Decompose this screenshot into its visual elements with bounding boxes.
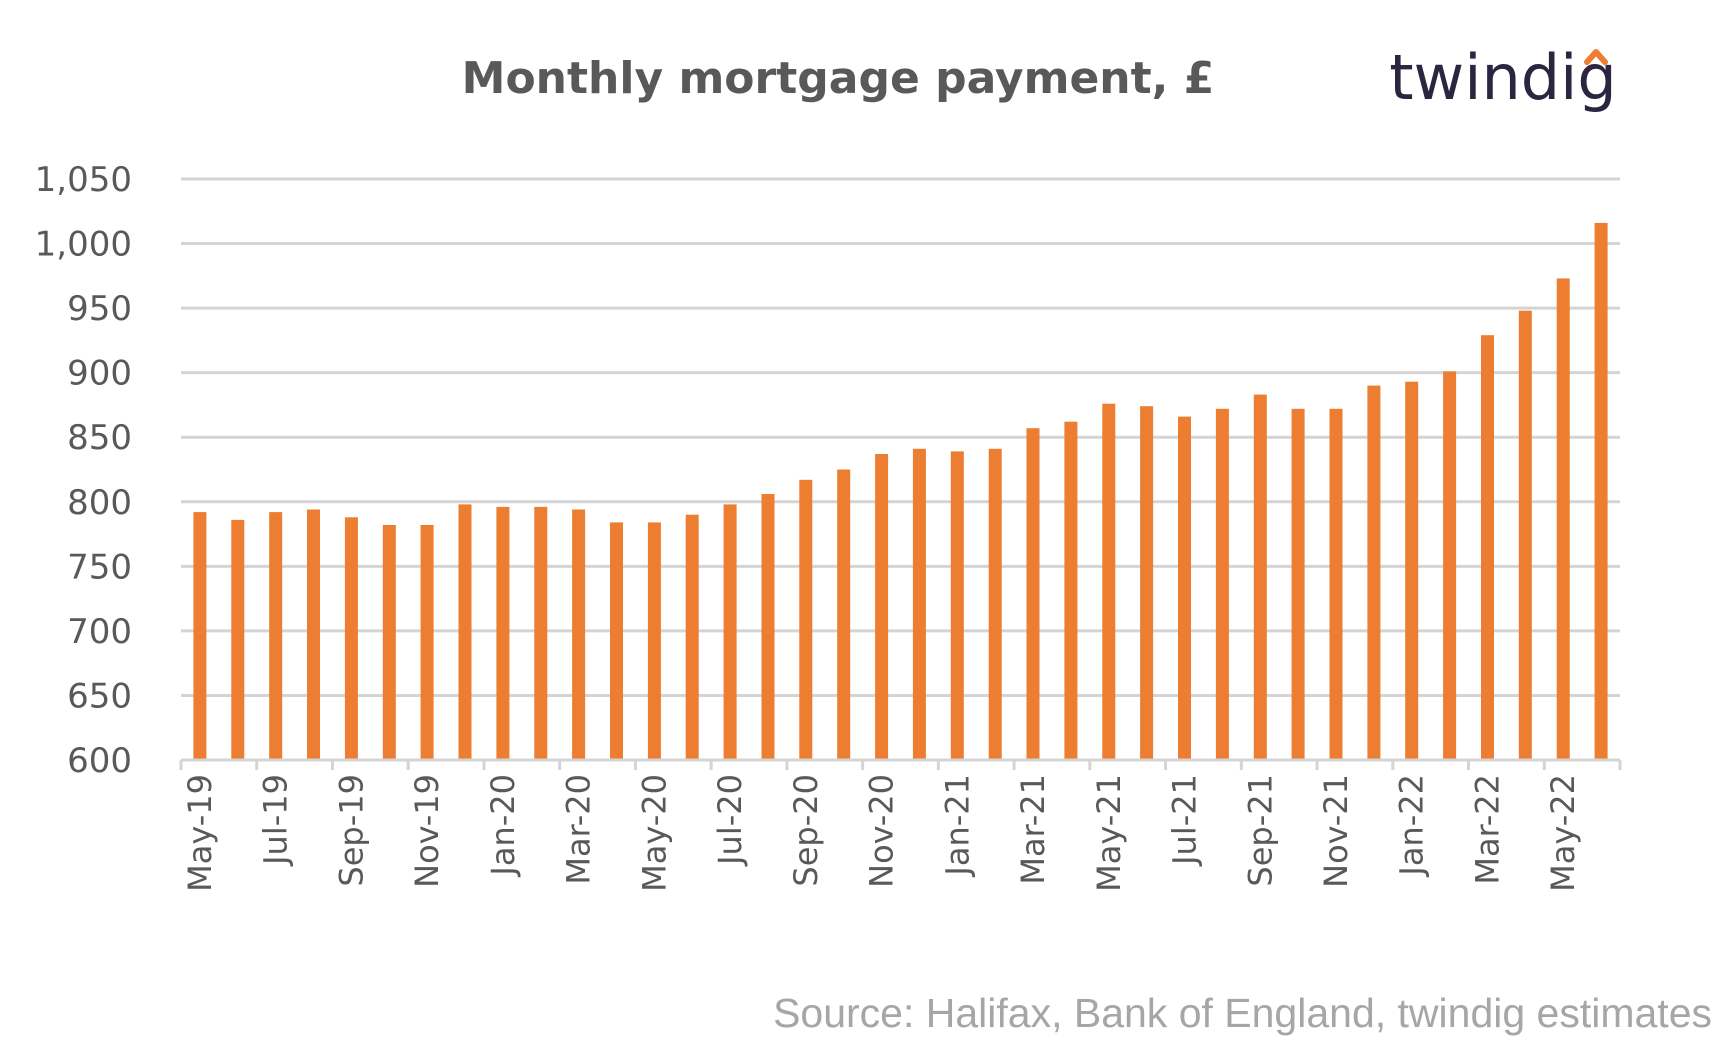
bar-oct-19 [382, 525, 396, 760]
bar-mar-21 [1026, 428, 1040, 760]
x-tick-label: May-19 [181, 774, 219, 892]
x-tick-label: Sep-19 [332, 774, 370, 887]
bar-sep-19 [344, 517, 358, 760]
twindig-logo: twindig [1389, 41, 1616, 114]
bar-apr-22 [1518, 310, 1532, 760]
bar-jan-22 [1405, 381, 1419, 760]
x-tick-label: Sep-21 [1241, 774, 1279, 887]
bar-aug-21 [1215, 408, 1229, 760]
bar-feb-21 [988, 448, 1002, 760]
bar-dec-21 [1367, 385, 1381, 760]
y-tick-label: 750 [67, 547, 132, 587]
bar-jul-20 [723, 504, 737, 760]
bar-nov-19 [420, 525, 434, 760]
y-tick-label: 850 [67, 418, 132, 458]
bar-jun-21 [1140, 406, 1154, 760]
source-note: Source: Halifax, Bank of England, twindi… [773, 990, 1712, 1036]
x-tick-label: Jan-20 [484, 774, 522, 878]
bar-jan-21 [950, 451, 964, 760]
x-tick-label: Jul-20 [711, 774, 749, 867]
y-tick-label: 950 [67, 289, 132, 329]
y-tick-label: 600 [67, 741, 132, 781]
caret-up-icon [1584, 49, 1608, 65]
x-tick-label: Nov-20 [863, 774, 901, 888]
bar-oct-21 [1291, 408, 1305, 760]
bar-mar-20 [572, 509, 586, 760]
y-tick-label: 800 [67, 483, 132, 523]
x-tick-label: Mar-22 [1468, 774, 1506, 885]
bar-dec-20 [912, 448, 926, 760]
bar-may-20 [647, 522, 661, 760]
bar-sep-21 [1253, 394, 1267, 760]
bar-jan-20 [496, 506, 510, 760]
x-tick-label: May-22 [1544, 774, 1582, 892]
y-tick-label: 900 [67, 354, 132, 394]
x-tick-label: Sep-20 [787, 774, 825, 887]
y-tick-label: 650 [67, 676, 132, 716]
x-tick-label: Nov-19 [408, 774, 446, 888]
x-tick-label: May-21 [1090, 774, 1128, 892]
y-axis-tick-labels: 600 650 700 750 800 850 900 950 1,000 1,050 [35, 160, 132, 781]
bar-may-19 [193, 512, 207, 760]
logo-wordmark: twindig [1389, 41, 1616, 114]
x-axis-tick-labels: May-19 Jul-19 Sep-19 Nov-19 Jan-20 Mar-20 May-… [181, 774, 1582, 892]
bar-apr-20 [610, 522, 623, 760]
y-tick-label: 700 [67, 612, 132, 652]
bar-aug-19 [307, 509, 320, 760]
x-tick-label: May-20 [635, 774, 673, 892]
x-tick-label: Mar-21 [1014, 774, 1052, 885]
x-tick-label: Nov-21 [1317, 774, 1355, 888]
bar-dec-19 [458, 504, 472, 760]
bar-feb-20 [534, 506, 548, 760]
bar-mar-22 [1481, 335, 1494, 760]
bar-may-22 [1556, 278, 1570, 760]
bar-jul-21 [1178, 416, 1191, 760]
bar-jun-20 [685, 514, 699, 760]
bar-jun-22 [1594, 222, 1608, 760]
x-tick-label: Jan-22 [1393, 774, 1431, 878]
bar-may-21 [1102, 403, 1116, 760]
x-tick-label: Jul-19 [257, 774, 295, 867]
x-axis [179, 758, 1622, 770]
chart-title: Monthly mortgage payment, £ [462, 53, 1215, 104]
bar-apr-21 [1064, 421, 1078, 760]
bar-aug-20 [761, 494, 775, 760]
y-tick-label: 1,050 [35, 160, 132, 200]
bar-jun-19 [231, 519, 245, 760]
bar-sep-20 [799, 479, 813, 760]
bar-nov-20 [875, 454, 889, 760]
bar-oct-20 [837, 469, 851, 760]
x-tick-label: Mar-20 [560, 774, 598, 885]
gridlines [181, 177, 1620, 697]
bar-jul-19 [269, 512, 283, 760]
x-tick-label: Jul-21 [1166, 774, 1204, 867]
y-tick-label: 1,000 [35, 225, 132, 265]
x-tick-label: Jan-21 [938, 774, 976, 878]
bar-feb-22 [1443, 371, 1457, 760]
bars [193, 222, 1608, 760]
bar-nov-21 [1329, 408, 1343, 760]
